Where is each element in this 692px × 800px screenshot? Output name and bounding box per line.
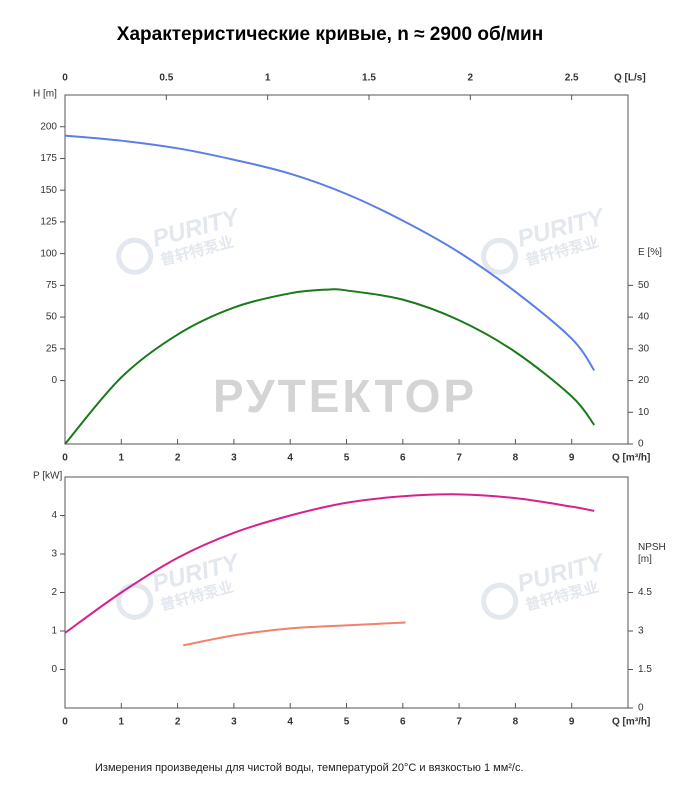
y-tick-label: 50 xyxy=(46,312,58,323)
x2-tick-label: 0.5 xyxy=(159,73,173,84)
x2-tick-label: 2 xyxy=(468,73,474,84)
x-tick-label: 8 xyxy=(513,717,519,728)
logo-mark xyxy=(116,237,154,275)
x-tick-label: 0 xyxy=(62,717,68,728)
y-tick-label: 0 xyxy=(51,664,57,675)
curve xyxy=(183,621,406,647)
y2-tick-label: 30 xyxy=(638,343,650,354)
x-axis-label: Q [m³/h] xyxy=(612,717,650,728)
x-tick-label: 7 xyxy=(456,453,462,464)
y2-tick-label: 1.5 xyxy=(638,664,652,675)
x-tick-label: 4 xyxy=(287,717,293,728)
y-tick-label: 2 xyxy=(51,587,57,598)
y-tick-label: 75 xyxy=(46,280,58,291)
logo-mark xyxy=(481,237,519,275)
y2-axis-label: [m] xyxy=(638,554,652,565)
watermark: РУТЕКТОР xyxy=(213,370,477,422)
y-tick-label: 3 xyxy=(51,549,57,560)
x2-tick-label: 0 xyxy=(62,73,68,84)
x-tick-label: 6 xyxy=(400,453,406,464)
x-tick-label: 4 xyxy=(287,453,293,464)
y-tick-label: 4 xyxy=(51,510,57,521)
y-tick-label: 175 xyxy=(40,153,57,164)
y-tick-label: 1 xyxy=(51,626,57,637)
x2-tick-label: 1 xyxy=(265,73,271,84)
y2-tick-label: 0 xyxy=(638,703,644,714)
curve xyxy=(64,288,596,445)
x-tick-label: 9 xyxy=(569,453,575,464)
y-tick-label: 125 xyxy=(40,217,57,228)
y2-tick-label: 20 xyxy=(638,375,650,386)
y-tick-label: 25 xyxy=(46,343,58,354)
x-tick-label: 8 xyxy=(513,453,519,464)
y2-axis-label: E [%] xyxy=(638,247,662,258)
curve xyxy=(64,493,595,634)
curve xyxy=(64,134,596,371)
x-tick-label: 5 xyxy=(344,717,350,728)
x-tick-label: 7 xyxy=(456,717,462,728)
x-tick-label: 9 xyxy=(569,717,575,728)
y2-tick-label: 4.5 xyxy=(638,587,652,598)
y-tick-label: 100 xyxy=(40,248,57,259)
x2-tick-label: 2.5 xyxy=(565,73,579,84)
y2-tick-label: 10 xyxy=(638,407,650,418)
x-axis-label: Q [m³/h] xyxy=(612,453,650,464)
x2-tick-label: 1.5 xyxy=(362,73,376,84)
chart-title: Характеристические кривые, n ≈ 2900 об/м… xyxy=(117,24,543,45)
y-tick-label: 0 xyxy=(51,375,57,386)
x-tick-label: 6 xyxy=(400,717,406,728)
y2-tick-label: 40 xyxy=(638,312,650,323)
footnote: Измерения произведены для чистой воды, т… xyxy=(95,762,524,774)
x-tick-label: 2 xyxy=(175,453,181,464)
y2-axis-label: NPSH xyxy=(638,542,666,553)
x-tick-label: 3 xyxy=(231,717,237,728)
y-tick-label: 200 xyxy=(40,121,57,132)
y2-tick-label: 3 xyxy=(638,626,644,637)
x2-axis-label: Q [L/s] xyxy=(614,73,646,84)
y2-tick-label: 50 xyxy=(638,280,650,291)
x-tick-label: 3 xyxy=(231,453,237,464)
x-tick-label: 2 xyxy=(175,717,181,728)
y-axis-label: H [m] xyxy=(33,89,57,100)
logo-mark xyxy=(481,582,519,620)
y-axis-label: P [kW] xyxy=(33,471,62,482)
x-tick-label: 1 xyxy=(119,717,125,728)
logo-mark xyxy=(116,582,154,620)
x-tick-label: 1 xyxy=(119,453,125,464)
y2-tick-label: 0 xyxy=(638,439,644,450)
x-tick-label: 0 xyxy=(62,453,68,464)
y-tick-label: 150 xyxy=(40,185,57,196)
x-tick-label: 5 xyxy=(344,453,350,464)
